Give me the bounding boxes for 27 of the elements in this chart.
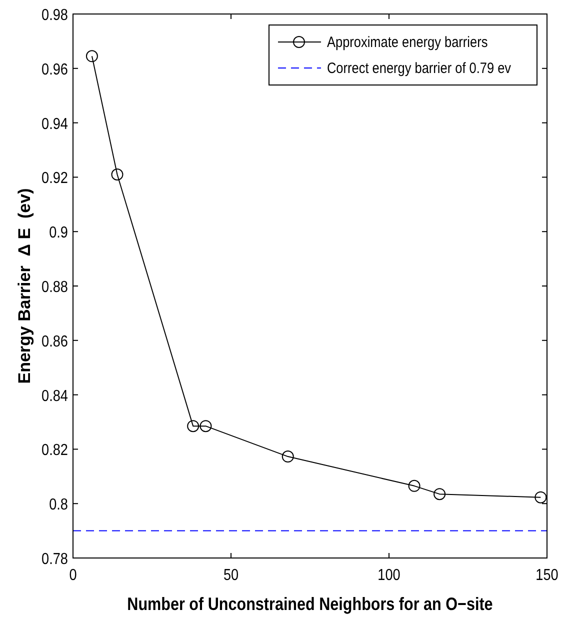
x-tick-label: 100 — [378, 567, 400, 584]
point — [434, 488, 446, 500]
y-axis-title: Energy Barrier Δ E (ev) — [15, 188, 34, 384]
y-tick-label: 0.94 — [42, 116, 68, 134]
x-tick-label: 50 — [223, 567, 239, 584]
y-tick-label: 0.9 — [49, 224, 68, 242]
point — [408, 480, 420, 492]
x-axis-title: Number of Unconstrained Neighbors for an O−site — [127, 594, 493, 614]
point — [200, 420, 212, 432]
point — [86, 50, 98, 62]
y-tick-label: 0.84 — [42, 388, 68, 406]
y-tick-label: 0.98 — [42, 7, 68, 24]
y-tick-label: 0.78 — [42, 551, 68, 568]
point — [534, 491, 547, 504]
y-tick-label: 0.96 — [42, 61, 68, 79]
y-tick-label: 0.82 — [42, 442, 68, 460]
point — [282, 450, 294, 463]
y-tick-label: 0.8 — [49, 496, 68, 514]
point — [187, 420, 200, 432]
y-tick-label: 0.88 — [42, 279, 68, 296]
y-tick-label: 0.92 — [42, 170, 68, 188]
x-tick-label: 0 — [69, 567, 77, 584]
x-tick-label: 150 — [536, 567, 558, 584]
legend-label: Approximate energy barriers — [327, 32, 488, 50]
legend-label: Correct energy barrier of 0.79 ev — [327, 58, 512, 76]
point — [111, 168, 124, 180]
y-tick-label: 0.86 — [42, 333, 68, 351]
